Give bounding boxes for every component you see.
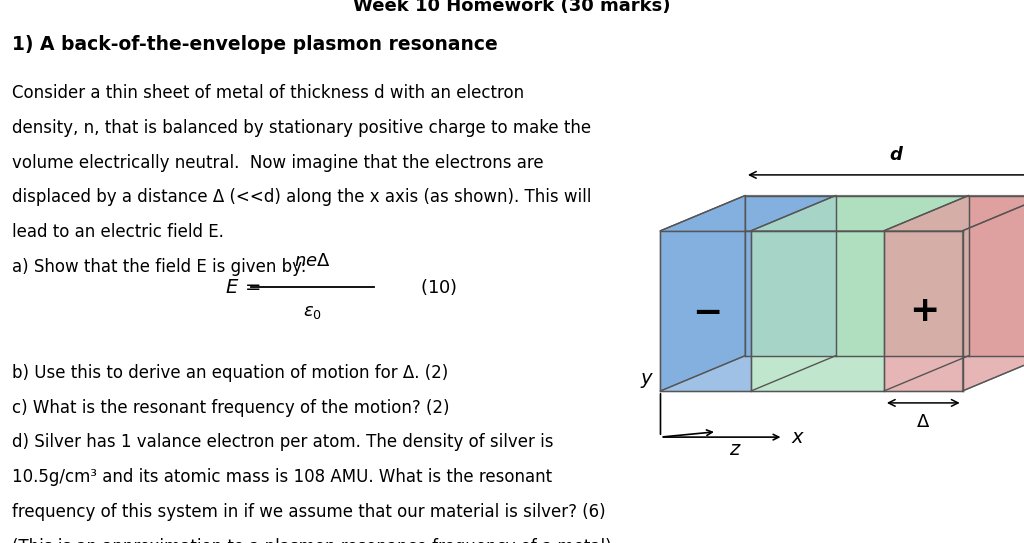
Polygon shape xyxy=(745,195,836,356)
Text: $E\,=$: $E\,=$ xyxy=(225,278,261,297)
Text: x: x xyxy=(792,428,803,446)
Text: density, n, that is balanced by stationary positive charge to make the: density, n, that is balanced by stationa… xyxy=(12,119,592,137)
Polygon shape xyxy=(884,195,1024,231)
Text: $\mathbf{-}$: $\mathbf{-}$ xyxy=(691,294,720,328)
Polygon shape xyxy=(752,195,969,231)
Polygon shape xyxy=(660,195,745,391)
Text: b) Use this to derive an equation of motion for Δ. (2): b) Use this to derive an equation of mot… xyxy=(12,364,449,382)
Text: $ne\Delta$: $ne\Delta$ xyxy=(294,252,331,270)
Text: $\mathbf{+}$: $\mathbf{+}$ xyxy=(909,294,938,328)
Text: displaced by a distance Δ (<<d) along the x axis (as shown). This will: displaced by a distance Δ (<<d) along th… xyxy=(12,188,592,206)
Text: frequency of this system in if we assume that our material is silver? (6): frequency of this system in if we assume… xyxy=(12,503,606,521)
Polygon shape xyxy=(969,195,1024,356)
Text: c) What is the resonant frequency of the motion? (2): c) What is the resonant frequency of the… xyxy=(12,399,450,416)
Text: lead to an electric field E.: lead to an electric field E. xyxy=(12,223,224,241)
Polygon shape xyxy=(660,231,752,391)
Text: d: d xyxy=(890,146,902,164)
Polygon shape xyxy=(836,195,969,356)
Text: $(10)$: $(10)$ xyxy=(420,277,458,298)
Polygon shape xyxy=(963,195,1024,391)
Text: Week 10 Homework (30 marks): Week 10 Homework (30 marks) xyxy=(353,0,671,15)
Polygon shape xyxy=(660,195,836,231)
Text: 1) A back-of-the-envelope plasmon resonance: 1) A back-of-the-envelope plasmon resona… xyxy=(12,35,498,54)
Polygon shape xyxy=(884,231,963,391)
Text: 10.5g/cm³ and its atomic mass is 108 AMU. What is the resonant: 10.5g/cm³ and its atomic mass is 108 AMU… xyxy=(12,468,552,486)
Text: z: z xyxy=(729,440,739,459)
Text: d) Silver has 1 valance electron per atom. The density of silver is: d) Silver has 1 valance electron per ato… xyxy=(12,433,554,451)
Text: volume electrically neutral.  Now imagine that the electrons are: volume electrically neutral. Now imagine… xyxy=(12,154,544,172)
Text: y: y xyxy=(641,369,652,388)
Text: $\Delta$: $\Delta$ xyxy=(916,413,931,431)
Text: a) Show that the field E is given by:: a) Show that the field E is given by: xyxy=(12,258,307,276)
Polygon shape xyxy=(752,231,884,391)
Text: (This is an approximation to a plasmon resonance frequency of a metal): (This is an approximation to a plasmon r… xyxy=(12,538,612,543)
Text: $\varepsilon_0$: $\varepsilon_0$ xyxy=(303,302,322,321)
Text: Consider a thin sheet of metal of thickness d with an electron: Consider a thin sheet of metal of thickn… xyxy=(12,84,524,102)
